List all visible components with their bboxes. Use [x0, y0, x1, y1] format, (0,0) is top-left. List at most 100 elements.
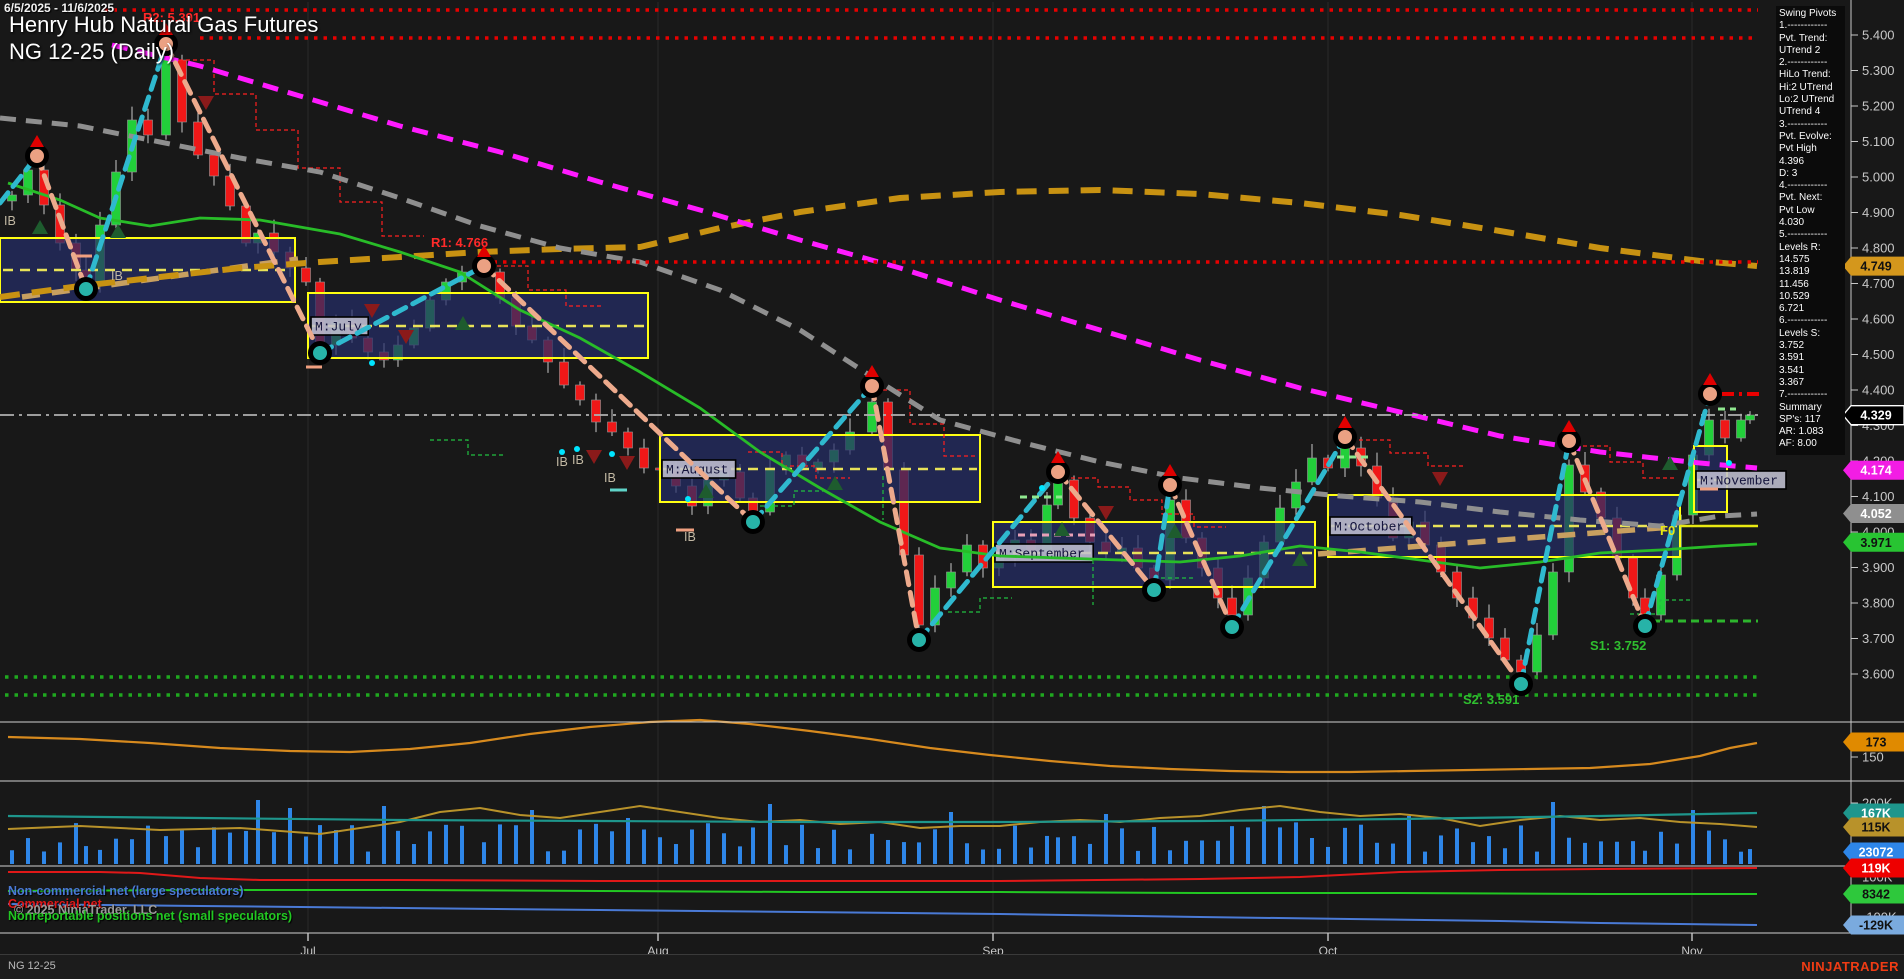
volume-bar [1088, 843, 1092, 864]
swing-pivots-line: Pvt High [1779, 143, 1817, 155]
volume-bar [180, 830, 184, 864]
svg-text:5.100: 5.100 [1862, 134, 1895, 149]
swing-pivots-line: 3.------------ [1779, 118, 1828, 130]
price-badge [1843, 732, 1904, 752]
volume-bar [1739, 851, 1743, 864]
svg-text:IB: IB [556, 455, 568, 469]
swing-pivots-line: Hi:2 UTrend [1779, 81, 1833, 93]
volume-bar [58, 842, 62, 864]
volume-bar [1056, 837, 1060, 864]
volume-bar [722, 833, 726, 864]
swing-pivots-line: AR: 1.083 [1779, 426, 1824, 438]
pivot-dot [1039, 485, 1045, 491]
volume-bar [482, 842, 486, 864]
volume-bar [1343, 827, 1347, 864]
volume-bar [642, 829, 646, 864]
volume-bar [1375, 842, 1379, 864]
svg-text:23072: 23072 [1859, 846, 1894, 860]
down-triangle-marker [1432, 472, 1448, 486]
up-triangle-marker [110, 224, 126, 238]
candle [639, 447, 649, 469]
indicator-panel-2 [7, 718, 1758, 774]
swing-pivots-line: Lo:2 UTrend [1779, 94, 1835, 106]
pivot-dot [559, 449, 565, 455]
candle [1720, 419, 1730, 439]
volume-bar [1659, 831, 1663, 864]
volume-bar [1104, 814, 1108, 864]
volume-bar [1262, 806, 1266, 864]
volume-bar [1216, 840, 1220, 864]
ninjatrader-logo: NINJATRADER [1801, 959, 1899, 974]
swing-pivot-circles [25, 23, 1722, 696]
volume-bar [1072, 836, 1076, 864]
candle [946, 571, 956, 589]
candle [575, 384, 585, 401]
candle [1628, 557, 1638, 599]
volume-bar [751, 827, 755, 864]
swing-pivots-line: 6.721 [1779, 303, 1805, 315]
volume-bar [212, 827, 216, 864]
svg-text:-129K: -129K [1859, 919, 1893, 933]
svg-text:150: 150 [1862, 750, 1884, 765]
swing-low-circle [1220, 615, 1244, 639]
moving-averages [0, 42, 1758, 570]
volume-bar [304, 836, 308, 864]
cot-panel [7, 867, 1758, 926]
cot-legend-item: Commercial net [8, 897, 102, 911]
down-triangle-marker [1098, 506, 1114, 520]
cot-legend-item: © 2025 NinjaTrader, LLC [14, 903, 158, 917]
volume-bar [1120, 828, 1124, 864]
level-labels: R2: 5.391 R1: 4.766 S1: 3.752 S2: 3.591 F0 [143, 10, 1675, 707]
candle [1484, 617, 1494, 639]
volume-bar [1136, 850, 1140, 864]
volume-bar [42, 851, 46, 864]
price-badge [1842, 405, 1904, 426]
volume-bar [114, 838, 118, 864]
volume-bar [318, 825, 322, 864]
pivot-high-arrow-icon [477, 245, 491, 257]
volume-bar [706, 823, 710, 864]
swing-high-circle [1557, 429, 1581, 453]
volume-bar [1423, 851, 1427, 864]
volume-bar [288, 808, 292, 864]
volume-bar [444, 824, 448, 864]
swing-pivots-line: 3.367 [1779, 376, 1805, 388]
volume-bar [514, 825, 518, 864]
pivot-high-arrow-icon [159, 23, 173, 35]
volume-bar [84, 846, 88, 864]
swing-pivots-line: 7.------------ [1779, 389, 1828, 401]
svg-text:IB: IB [111, 269, 123, 283]
pivot-dot [369, 360, 375, 366]
volume-bar [1519, 825, 1523, 864]
pivot-dot [685, 496, 691, 502]
volume-bar [382, 806, 386, 864]
up-triangle-marker [1167, 524, 1183, 538]
volume-bar [1748, 849, 1752, 864]
volume-bar [1278, 827, 1282, 864]
up-triangle-marker [1662, 456, 1678, 470]
volume-bar [1294, 822, 1298, 864]
volume-bar [933, 829, 937, 864]
price-levels [0, 8, 1762, 697]
swing-pivots-panel: Swing Pivots 1.------------ Pvt. Trend: UTr… [1776, 6, 1845, 455]
cot-legend-item: Nonreportable positions net (small specu… [8, 909, 293, 923]
swing-pivots-line: Levels R: [1779, 241, 1821, 253]
swing-pivots-line: UTrend 4 [1779, 106, 1821, 118]
svg-text:4.329: 4.329 [1860, 409, 1891, 423]
down-triangle-marker [619, 456, 635, 470]
pivot-high-arrow-icon [1338, 416, 1352, 428]
candle [301, 267, 311, 283]
volume-bar [1691, 810, 1695, 864]
volume-bar [164, 836, 168, 864]
svg-text:R1: 4.766: R1: 4.766 [431, 235, 488, 250]
down-triangle-marker [198, 96, 214, 110]
volume-bar [460, 825, 464, 864]
up-triangle-marker [827, 476, 843, 490]
swing-pivots-line: D: 3 [1779, 167, 1798, 179]
swing-low-circle [308, 341, 332, 365]
svg-text:M:October: M:October [1334, 520, 1404, 535]
signal-markers: IB IB IB IB IB IB [4, 96, 1736, 622]
tab-ng-12-25[interactable]: NG 12-25 [8, 960, 56, 972]
price-badge [1843, 532, 1904, 552]
